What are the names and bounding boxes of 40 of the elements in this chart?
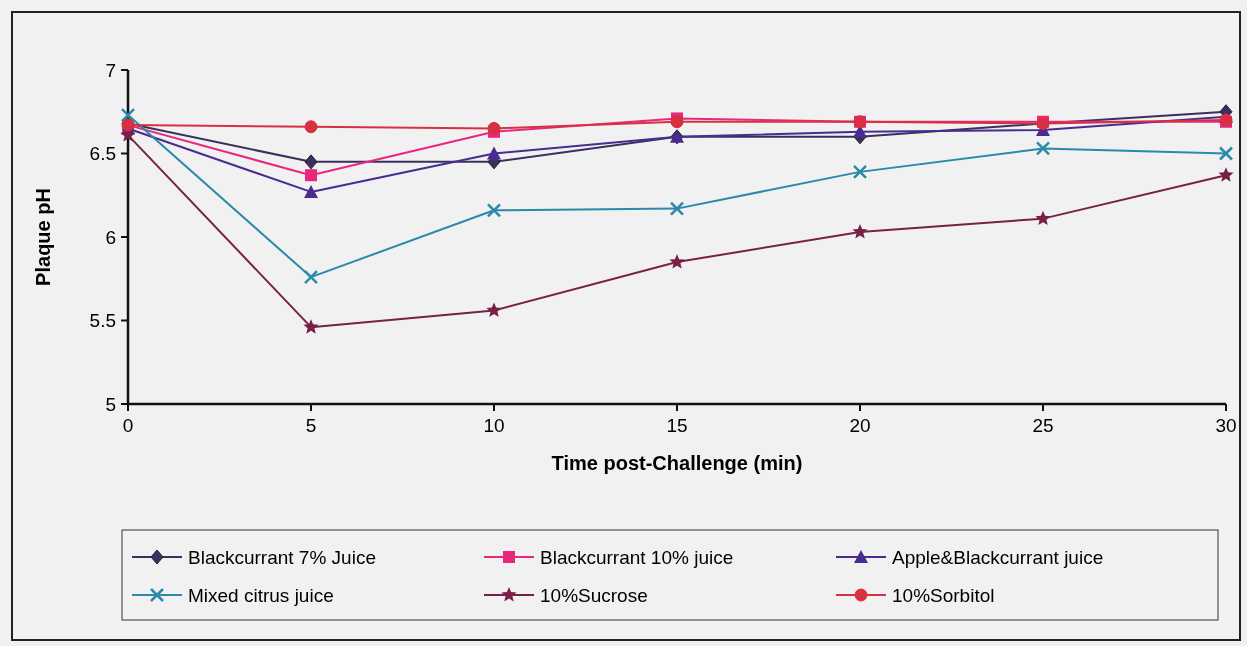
point [1218,146,1234,161]
y-axis-title: Plaque pH [32,188,54,286]
y-tick-label: 7 [105,59,116,81]
x-tick-label: 30 [1215,415,1237,436]
y-tick-label: 5.5 [89,310,116,332]
y-tick-label: 6.5 [89,143,116,165]
point [1035,141,1051,156]
y-tick-label: 5 [105,393,116,415]
point [303,269,319,285]
x-tick-label: 25 [1032,415,1054,436]
point [303,319,319,334]
x-tick-label: 20 [849,415,871,436]
y-tick-label: 6 [105,226,116,248]
point [486,302,502,317]
x-tick-label: 5 [305,415,317,436]
point [304,184,318,198]
legend-label: 10%Sucrose [540,584,648,606]
point [1035,210,1051,226]
point [304,154,318,170]
point [670,115,684,129]
point [669,201,685,216]
x-axis-title: Time post-Challenge (min) [551,452,803,474]
point [304,120,318,134]
point [486,203,502,218]
legend-label: Mixed citrus juice [188,584,334,606]
point [1218,167,1234,182]
point [487,121,501,135]
legend-label: 10%Sorbitol [892,584,995,606]
legend-label: Apple&Blackcurrant juice [892,546,1104,568]
legend-label: Blackcurrant 10% juice [540,546,734,568]
point [487,146,501,160]
x-tick-label: 0 [122,415,134,436]
legend-label: Blackcurrant 7% Juice [188,546,376,568]
x-tick-label: 15 [666,415,688,436]
x-tick-label: 10 [483,415,505,436]
point [852,164,868,180]
point [305,169,317,182]
point [120,107,136,123]
point [852,223,868,239]
point [669,254,685,269]
